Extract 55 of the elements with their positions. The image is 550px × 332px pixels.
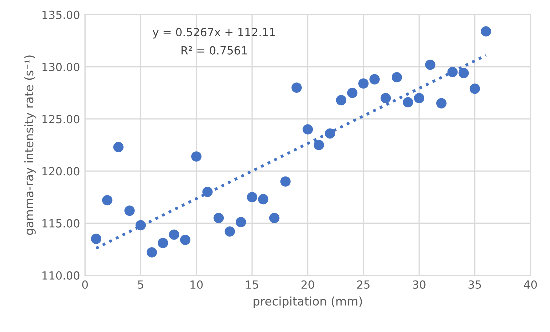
x-tick-label: 5: [138, 280, 144, 290]
point: [314, 140, 324, 150]
point: [481, 26, 492, 37]
x-tick-label: 20: [302, 280, 314, 290]
point: [247, 192, 258, 203]
x-tick-label: 0: [82, 280, 88, 290]
point: [91, 234, 102, 244]
y-tick-label: 125.00: [42, 115, 80, 124]
point: [158, 238, 168, 248]
point: [224, 226, 236, 237]
annotation: y = 0.5267x + 112.11: [152, 28, 276, 39]
x-tick-label: 35: [468, 280, 482, 290]
point: [392, 72, 402, 83]
point: [169, 230, 180, 240]
point: [370, 74, 380, 85]
point: [403, 97, 414, 108]
point: [114, 142, 124, 152]
y-tick-label: 120.00: [42, 167, 80, 176]
point: [202, 187, 213, 198]
x-axis-title: precipitation (mm): [254, 296, 362, 308]
y-tick-label: 135.00: [42, 10, 80, 20]
point: [236, 217, 246, 228]
x-tick-label: 30: [413, 280, 426, 290]
point: [146, 247, 158, 258]
point: [180, 234, 191, 246]
point: [280, 176, 291, 187]
point: [347, 88, 358, 98]
annotation: R² = 0.7561: [182, 46, 248, 55]
point: [325, 128, 336, 139]
point: [436, 98, 447, 109]
point: [336, 95, 347, 106]
point: [414, 93, 425, 104]
point: [380, 93, 392, 104]
y-axis-title: gamma-ray intensity rate (s⁻¹): [24, 56, 36, 236]
point: [425, 60, 436, 70]
point: [458, 68, 470, 78]
point: [102, 195, 113, 206]
x-tick-label: 25: [357, 280, 370, 290]
point: [136, 220, 146, 231]
point: [302, 124, 314, 135]
point: [258, 194, 269, 205]
point: [191, 152, 202, 162]
y-tick-label: 130.00: [42, 63, 80, 72]
x-tick-label: 15: [246, 280, 258, 290]
point: [214, 213, 224, 224]
x-tick-label: 40: [524, 280, 538, 290]
y-tick-label: 115.00: [42, 219, 80, 228]
point: [358, 78, 369, 89]
point: [448, 67, 458, 78]
point: [269, 213, 280, 224]
x-tick-label: 10: [190, 280, 203, 290]
point: [292, 82, 302, 94]
point: [124, 206, 135, 216]
y-tick-label: 110.00: [42, 272, 80, 280]
point: [470, 84, 480, 94]
